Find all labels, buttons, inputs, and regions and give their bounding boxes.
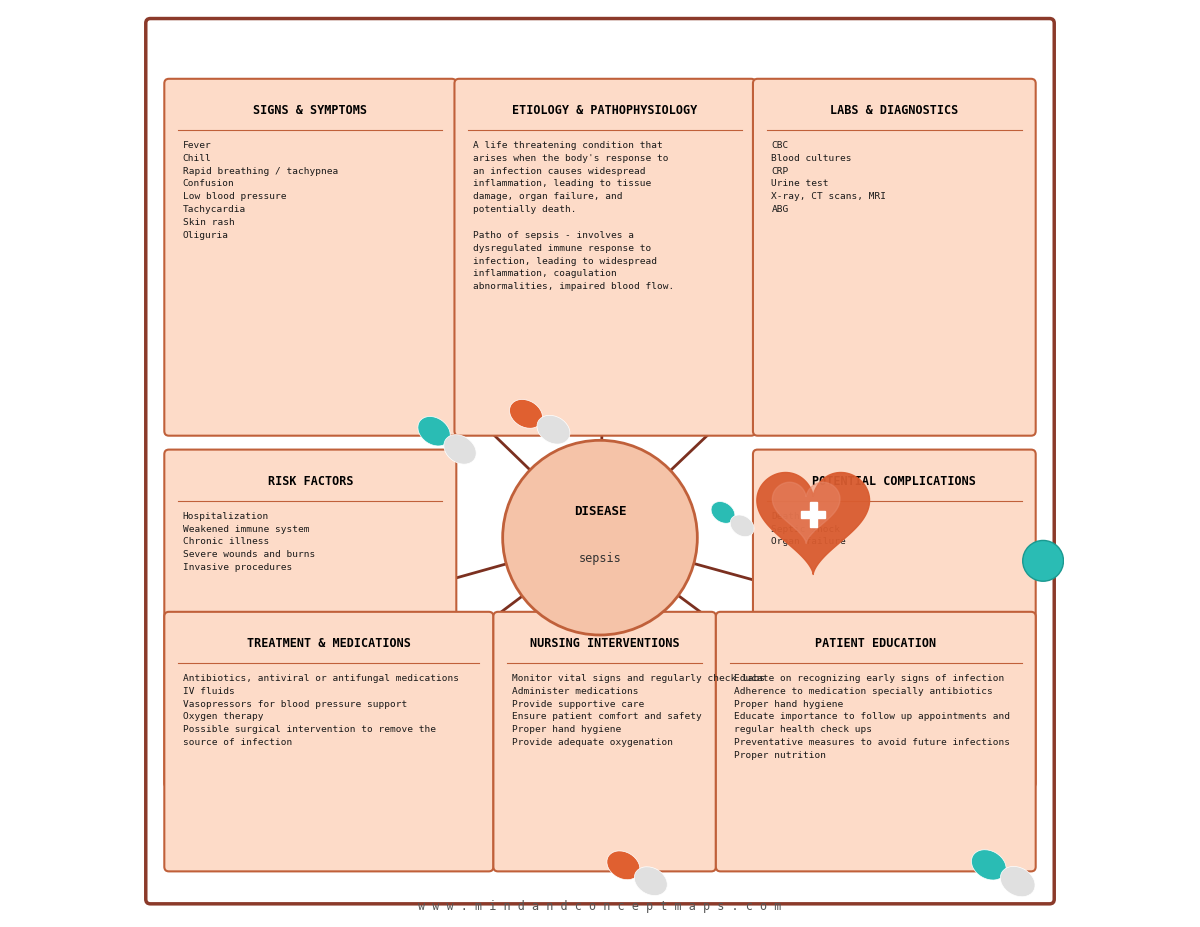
Text: TREATMENT & MEDICATIONS: TREATMENT & MEDICATIONS bbox=[247, 637, 410, 650]
Ellipse shape bbox=[635, 867, 667, 895]
Text: w w w . m i n d a n d c o n c e p t m a p s . c o m: w w w . m i n d a n d c o n c e p t m a … bbox=[419, 900, 781, 913]
FancyBboxPatch shape bbox=[164, 450, 456, 788]
FancyBboxPatch shape bbox=[716, 612, 1036, 871]
FancyBboxPatch shape bbox=[752, 79, 1036, 436]
Text: Hospitalization
Weakened immune system
Chronic illness
Severe wounds and burns
I: Hospitalization Weakened immune system C… bbox=[182, 512, 316, 572]
FancyBboxPatch shape bbox=[164, 79, 456, 436]
Polygon shape bbox=[757, 473, 870, 575]
FancyBboxPatch shape bbox=[145, 19, 1055, 904]
Ellipse shape bbox=[444, 435, 476, 464]
Text: LABS & DIAGNOSTICS: LABS & DIAGNOSTICS bbox=[830, 104, 959, 117]
Circle shape bbox=[503, 440, 697, 635]
Ellipse shape bbox=[510, 400, 542, 428]
Text: Antibiotics, antiviral or antifungal medications
IV fluids
Vasopressors for bloo: Antibiotics, antiviral or antifungal med… bbox=[182, 674, 458, 747]
Ellipse shape bbox=[972, 850, 1006, 880]
Text: A life threatening condition that
arises when the body's response to
an infectio: A life threatening condition that arises… bbox=[473, 141, 674, 291]
Text: NURSING INTERVENTIONS: NURSING INTERVENTIONS bbox=[530, 637, 679, 650]
Ellipse shape bbox=[607, 851, 640, 880]
Text: POTENTIAL COMPLICATIONS: POTENTIAL COMPLICATIONS bbox=[812, 475, 977, 488]
Text: Monitor vital signs and regularly check labs
Administer medications
Provide supp: Monitor vital signs and regularly check … bbox=[512, 674, 764, 747]
Text: DISEASE: DISEASE bbox=[574, 505, 626, 518]
Text: Death
Septic shock
Organ failure: Death Septic shock Organ failure bbox=[772, 512, 846, 546]
Ellipse shape bbox=[731, 515, 754, 537]
Text: RISK FACTORS: RISK FACTORS bbox=[268, 475, 353, 488]
Ellipse shape bbox=[712, 502, 734, 523]
FancyBboxPatch shape bbox=[455, 79, 756, 436]
Text: CBC
Blood cultures
CRP
Urine test
X-ray, CT scans, MRI
ABG: CBC Blood cultures CRP Urine test X-ray,… bbox=[772, 141, 887, 214]
Circle shape bbox=[1022, 540, 1063, 581]
Text: PATIENT EDUCATION: PATIENT EDUCATION bbox=[815, 637, 936, 650]
Polygon shape bbox=[773, 482, 840, 543]
Ellipse shape bbox=[536, 415, 570, 444]
Ellipse shape bbox=[418, 416, 450, 446]
Polygon shape bbox=[802, 502, 826, 527]
FancyBboxPatch shape bbox=[164, 612, 493, 871]
Text: Fever
Chill
Rapid breathing / tachypnea
Confusion
Low blood pressure
Tachycardia: Fever Chill Rapid breathing / tachypnea … bbox=[182, 141, 338, 240]
Text: sepsis: sepsis bbox=[578, 552, 622, 565]
Text: ETIOLOGY & PATHOPHYSIOLOGY: ETIOLOGY & PATHOPHYSIOLOGY bbox=[512, 104, 697, 117]
FancyBboxPatch shape bbox=[752, 450, 1036, 788]
Ellipse shape bbox=[1001, 867, 1036, 896]
FancyBboxPatch shape bbox=[493, 612, 716, 871]
Text: Educate on recognizing early signs of infection
Adherence to medication speciall: Educate on recognizing early signs of in… bbox=[734, 674, 1010, 760]
Text: SIGNS & SYMPTOMS: SIGNS & SYMPTOMS bbox=[253, 104, 367, 117]
